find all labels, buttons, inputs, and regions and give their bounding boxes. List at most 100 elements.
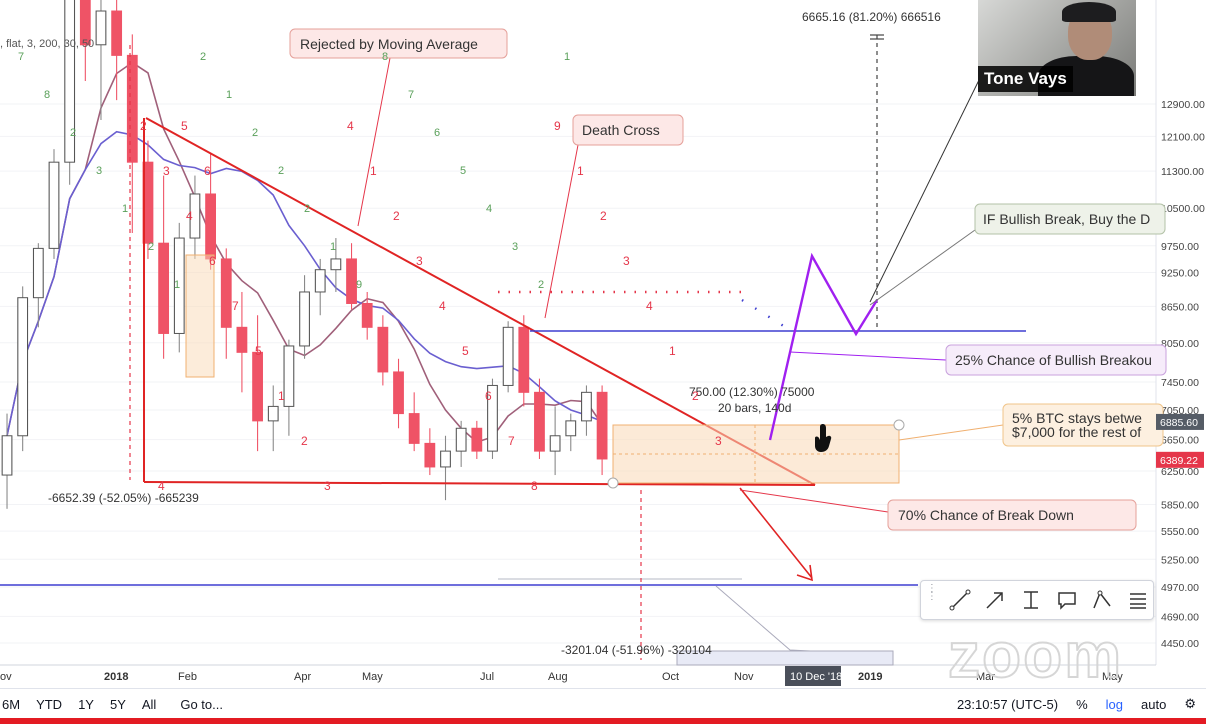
candle xyxy=(17,286,29,452)
webcam-overlay: Tone Vays xyxy=(978,0,1136,96)
price-tick-label: 9750.00 xyxy=(1161,241,1199,253)
td-count-green: 2 xyxy=(278,165,284,177)
callout-line-rejected xyxy=(357,57,408,227)
price-tick-label: 5250.00 xyxy=(1161,554,1199,566)
td-count-green: 5 xyxy=(460,165,466,177)
range-button-6m[interactable]: 6M xyxy=(2,696,21,712)
auto-toggle[interactable]: auto xyxy=(1141,696,1167,712)
td-count-green: 2 xyxy=(70,127,76,139)
td-count-red: 9 xyxy=(554,119,561,133)
td-count-red: 2 xyxy=(692,389,699,403)
price-tick-label: 8050.00 xyxy=(1161,338,1199,350)
candle xyxy=(173,222,185,353)
path-tool-icon[interactable] xyxy=(1088,585,1118,615)
time-tick-label: Aug xyxy=(548,671,568,683)
price-range-box xyxy=(612,424,900,484)
go-to-button[interactable]: Go to... xyxy=(180,696,223,712)
annotation-chance-bullish: 25% Chance of Bullish Breakou xyxy=(945,344,1167,376)
price-chart[interactable]: 12900.00 12100.00 11300.00 10500.00 9750.00 9… xyxy=(0,0,1206,688)
td-count-red: 6 xyxy=(209,254,216,268)
time-tick-label: Jul xyxy=(480,671,494,683)
price-tick-label: 9250.00 xyxy=(1161,267,1199,279)
td-count-green: 6 xyxy=(434,127,440,139)
more-tools-icon[interactable] xyxy=(1123,585,1153,615)
td-count-green: 1 xyxy=(330,241,336,253)
td-count-green: 9 xyxy=(356,279,362,291)
time-tick-label: May xyxy=(1102,671,1123,683)
td-count-green: 2 xyxy=(538,279,544,291)
price-badge-label: 6885.60 xyxy=(1160,417,1198,429)
price-tick-label: 12100.00 xyxy=(1161,131,1205,143)
candle xyxy=(565,413,577,452)
arrow-tool-icon[interactable] xyxy=(981,585,1011,615)
callout-tool-icon[interactable] xyxy=(1052,585,1082,615)
td-count-red: 4 xyxy=(186,209,193,223)
settings-gear-icon[interactable]: ⚙ xyxy=(1184,696,1196,711)
candle xyxy=(408,392,420,452)
td-count-green: 3 xyxy=(512,241,518,253)
percent-toggle[interactable]: % xyxy=(1076,696,1088,712)
candle xyxy=(95,0,107,120)
breakdown-arrow xyxy=(739,487,813,579)
range-button-5y[interactable]: 5Y xyxy=(109,696,126,712)
td-count-red: 4 xyxy=(158,479,165,493)
td-count-red: 2 xyxy=(301,434,308,448)
measure-bars-label: 20 bars, 140d xyxy=(718,401,791,415)
callout-line-breakdown xyxy=(739,489,889,513)
td-count-green: 1 xyxy=(564,51,570,63)
td-count-red: 2 xyxy=(140,119,147,133)
td-count-red: 7 xyxy=(232,299,239,313)
td-count-green: 2 xyxy=(148,241,154,253)
zoom-watermark: zoom xyxy=(947,618,1124,692)
toolbar-grip-icon[interactable]: ⋮ ⋮ xyxy=(926,583,937,602)
candle xyxy=(440,435,451,501)
price-tick-label: 4450.00 xyxy=(1161,638,1199,650)
range-button-1y[interactable]: 1Y xyxy=(78,696,94,712)
price-tick-label: 7450.00 xyxy=(1161,377,1199,389)
svg-text:IF Bullish Break, Buy the D: IF Bullish Break, Buy the D xyxy=(983,211,1150,227)
hand-cursor-icon xyxy=(815,424,832,452)
price-badge xyxy=(1156,413,1204,430)
range-button-all[interactable]: All xyxy=(141,696,157,712)
left-range-box xyxy=(185,254,215,378)
td-count-red: 4 xyxy=(646,299,653,313)
td-count-red: 2 xyxy=(600,209,607,223)
candle xyxy=(596,385,608,476)
callout-line-bullish xyxy=(869,229,976,306)
candle xyxy=(1,413,13,509)
candle xyxy=(534,378,545,459)
td-count-green: 1 xyxy=(226,89,232,101)
td-count-red: 5 xyxy=(255,344,262,358)
bottom-red-strip xyxy=(0,718,1206,724)
candle xyxy=(361,291,373,340)
indicator-legend: , flat, 3, 200, 30, 50 xyxy=(0,38,94,50)
td-count-red: 1 xyxy=(669,344,676,358)
candle xyxy=(424,428,436,476)
candle xyxy=(236,291,248,393)
callout-line-bottom xyxy=(715,585,894,656)
td-sequential-counts: 7 8 2 3 1 2 1 2 1 2 2 2 1 9 8 7 6 5 4 3 2 1 2 3 4 6 7 5 1 2 3 4 1 2 3 4 5 6 7 8… xyxy=(18,51,722,493)
measure-tool-icon[interactable] xyxy=(1016,585,1046,615)
time-year-label: 2019 xyxy=(858,671,882,683)
td-count-red: 5 xyxy=(462,344,469,358)
candle xyxy=(79,0,91,81)
range-button-ytd[interactable]: YTD xyxy=(36,696,63,712)
td-count-red: 3 xyxy=(324,479,331,493)
price-axis-labels: 12900.00 12100.00 11300.00 10500.00 9750.00 9… xyxy=(1161,99,1205,650)
candle xyxy=(32,243,44,328)
annotation-bullish-break: IF Bullish Break, Buy the D xyxy=(974,203,1166,235)
price-tick-label: 12900.00 xyxy=(1161,99,1205,111)
measure-range-label: 750.00 (12.30%) 75000 xyxy=(689,385,815,399)
td-count-red: 8 xyxy=(531,479,538,493)
annotation-breakdown: 70% Chance of Break Down xyxy=(887,499,1137,531)
td-count-red: 7 xyxy=(508,434,515,448)
trend-line-tool-icon[interactable] xyxy=(945,585,975,615)
candles xyxy=(1,0,608,509)
descending-trendline xyxy=(145,117,816,486)
td-count-green: 4 xyxy=(486,203,492,215)
td-count-green: 8 xyxy=(382,51,388,63)
log-toggle[interactable]: log xyxy=(1105,696,1124,712)
candle xyxy=(314,258,326,316)
td-count-green: 7 xyxy=(18,51,24,63)
time-axis-labels: ov 2018 Feb Apr May Jul Aug Oct Nov Mar May 10 Dec … xyxy=(0,666,1123,686)
